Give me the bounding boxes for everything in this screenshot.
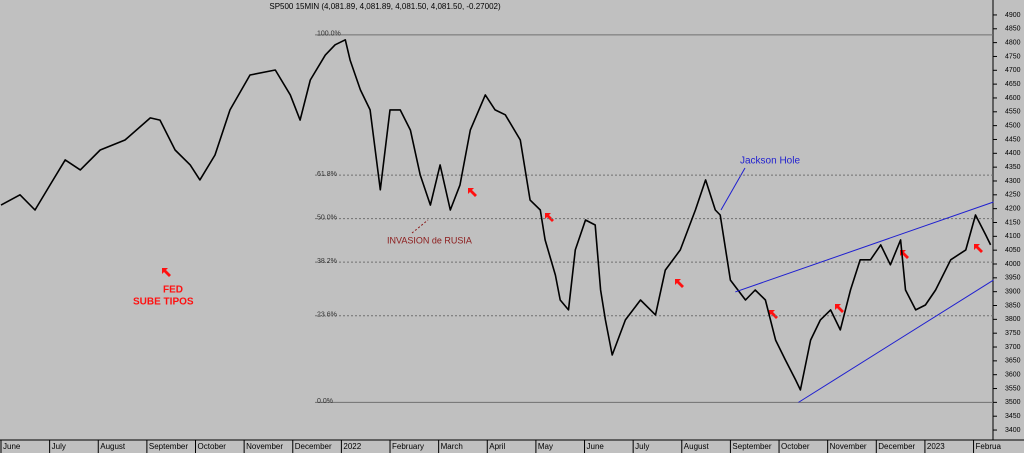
- annotation: FED: [163, 285, 183, 296]
- fib-label: 61.8%: [317, 171, 337, 178]
- y-tick-label: 4250: [1005, 192, 1021, 199]
- y-tick-label: 3400: [1005, 427, 1021, 434]
- x-tick-label: May: [538, 442, 553, 451]
- y-tick-label: 4800: [1005, 39, 1021, 46]
- arrow: [769, 310, 778, 319]
- arrow: [468, 188, 477, 197]
- arrow: [835, 304, 844, 313]
- y-tick-label: 4750: [1005, 53, 1021, 60]
- x-tick-label: September: [149, 442, 188, 451]
- y-tick-label: 4650: [1005, 81, 1021, 88]
- x-tick-label: August: [100, 442, 126, 451]
- x-tick-label: December: [295, 442, 332, 451]
- y-tick-label: 4350: [1005, 164, 1021, 171]
- y-tick-label: 4850: [1005, 26, 1021, 33]
- y-tick-label: 4700: [1005, 67, 1021, 74]
- annotation: Jackson Hole: [740, 156, 800, 167]
- y-tick-label: 4100: [1005, 233, 1021, 240]
- x-tick-label: October: [781, 442, 810, 451]
- y-tick-label: 3450: [1005, 413, 1021, 420]
- y-tick-label: 4150: [1005, 219, 1021, 226]
- fib-label: 50.0%: [317, 214, 337, 221]
- y-tick-label: 4200: [1005, 205, 1021, 212]
- annotation: INVASION de RUSIA: [387, 235, 472, 245]
- fib-label: 23.6%: [317, 312, 337, 319]
- y-tick-label: 4500: [1005, 122, 1021, 129]
- x-tick-label: December: [878, 442, 915, 451]
- x-tick-label: June: [587, 442, 605, 451]
- y-tick-label: 3800: [1005, 316, 1021, 323]
- y-tick-label: 4300: [1005, 178, 1021, 185]
- y-tick-label: 3950: [1005, 275, 1021, 282]
- x-tick-label: August: [684, 442, 710, 451]
- fib-label: 100.0%: [317, 31, 341, 38]
- y-tick-label: 3550: [1005, 385, 1021, 392]
- y-tick-label: 3700: [1005, 344, 1021, 351]
- x-tick-label: March: [441, 442, 463, 451]
- leader-line: [411, 219, 429, 234]
- y-tick-label: 4600: [1005, 95, 1021, 102]
- y-tick-label: 4550: [1005, 109, 1021, 116]
- y-tick-label: 3650: [1005, 358, 1021, 365]
- y-tick-label: 3500: [1005, 399, 1021, 406]
- x-tick-label: July: [52, 442, 66, 451]
- y-tick-label: 4000: [1005, 261, 1021, 268]
- trendline: [798, 279, 994, 403]
- y-tick-label: 3600: [1005, 372, 1021, 379]
- arrow: [974, 244, 983, 253]
- price-line: [0, 39, 992, 391]
- x-tick-label: February: [392, 442, 424, 451]
- y-tick-label: 3900: [1005, 289, 1021, 296]
- y-tick-label: 4400: [1005, 150, 1021, 157]
- trendline: [735, 201, 994, 293]
- arrow: [675, 279, 684, 288]
- x-tick-label: October: [198, 442, 227, 451]
- fib-label: 0.0%: [317, 398, 333, 405]
- x-tick-label: July: [635, 442, 649, 451]
- arrow: [162, 268, 171, 277]
- x-tick-label: November: [830, 442, 867, 451]
- y-tick-label: 4900: [1005, 12, 1021, 19]
- chart-title: SP500 15MIN (4,081.89, 4,081.89, 4,081.5…: [269, 2, 501, 11]
- y-tick-label: 4450: [1005, 136, 1021, 143]
- x-tick-label: 2022: [343, 442, 361, 451]
- y-tick-label: 3850: [1005, 302, 1021, 309]
- x-tick-label: April: [489, 442, 505, 451]
- arrow: [545, 213, 554, 222]
- x-tick-label: 2023: [927, 442, 945, 451]
- x-tick-label: September: [732, 442, 771, 451]
- annotation: SUBE TIPOS: [133, 297, 194, 308]
- x-tick-label: June: [3, 442, 21, 451]
- x-tick-label: November: [246, 442, 283, 451]
- x-tick-label: Februa: [976, 442, 1002, 451]
- fib-label: 38.2%: [317, 258, 337, 265]
- y-tick-label: 4050: [1005, 247, 1021, 254]
- y-tick-label: 3750: [1005, 330, 1021, 337]
